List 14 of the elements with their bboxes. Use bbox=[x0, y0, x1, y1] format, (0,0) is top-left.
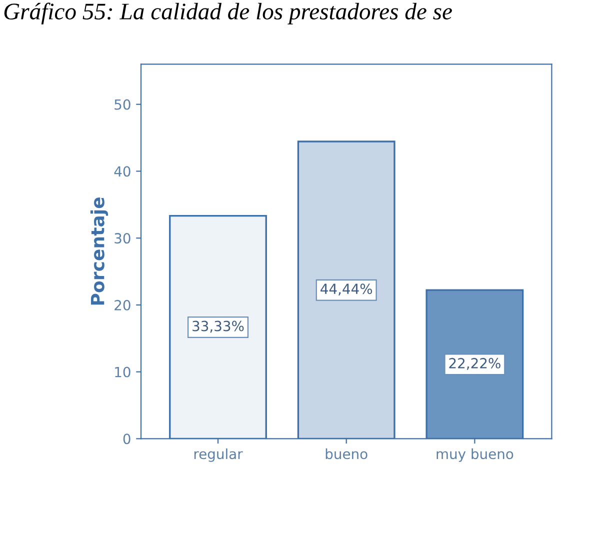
x-tick-label: muy bueno bbox=[436, 448, 514, 462]
data-label: 33,33% bbox=[192, 320, 244, 333]
x-tick-label: bueno bbox=[326, 448, 368, 460]
x-tick-label: regular bbox=[194, 448, 243, 462]
y-tick-label: 50 bbox=[114, 99, 130, 110]
y-tick-label: 40 bbox=[114, 166, 130, 177]
y-tick-label: 10 bbox=[115, 366, 130, 378]
chart-title: Gráfico 55: La calidad de los prestadores de se bbox=[4, 2, 452, 24]
data-label: 22,22% bbox=[449, 358, 500, 370]
y-tick-label: 0 bbox=[123, 434, 130, 444]
y-axis-title: Porcentaje bbox=[90, 198, 108, 305]
y-tick-label: 30 bbox=[114, 233, 130, 244]
data-label: 44,44% bbox=[320, 284, 372, 296]
y-tick-label: 20 bbox=[114, 300, 130, 310]
